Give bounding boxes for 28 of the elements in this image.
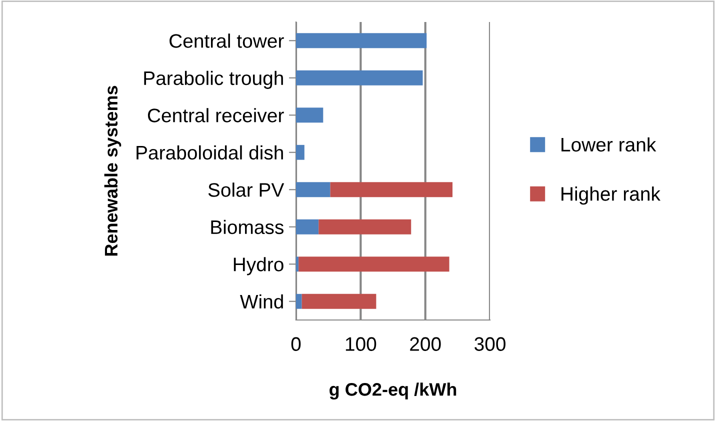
x-axis-title: g CO2-eq /kWh	[330, 382, 456, 400]
bar	[296, 182, 330, 198]
bar	[296, 294, 302, 309]
y-tick-label: Biomass	[211, 220, 284, 234]
y-axis-title: Renewable systems	[104, 86, 122, 256]
bar	[330, 182, 452, 198]
bar	[318, 219, 412, 234]
y-tick-label: Paraboloidal dish	[136, 145, 283, 160]
bar	[298, 256, 450, 272]
bar	[302, 294, 376, 309]
legend-label: Higher rank	[562, 186, 660, 205]
y-tick-label: Central receiver	[148, 108, 284, 122]
y-tick-label: Hydro	[234, 257, 284, 276]
x-tick-label: 100	[346, 337, 376, 351]
y-tick-label: Wind	[240, 294, 283, 309]
bar	[296, 219, 319, 234]
y-tick-label: Solar PV	[208, 182, 284, 197]
x-tick-label: 200	[410, 337, 441, 351]
bar	[296, 144, 304, 160]
bar	[296, 33, 427, 48]
bar	[296, 108, 324, 123]
y-tick-label: Central tower	[170, 34, 284, 48]
bar	[296, 256, 299, 272]
x-tick-label: 300	[474, 337, 506, 351]
bar	[296, 70, 423, 86]
legend-label: Lower rank	[562, 137, 656, 152]
y-tick-label: Parabolic trough	[144, 70, 283, 89]
x-tick-label: 0	[291, 337, 301, 351]
